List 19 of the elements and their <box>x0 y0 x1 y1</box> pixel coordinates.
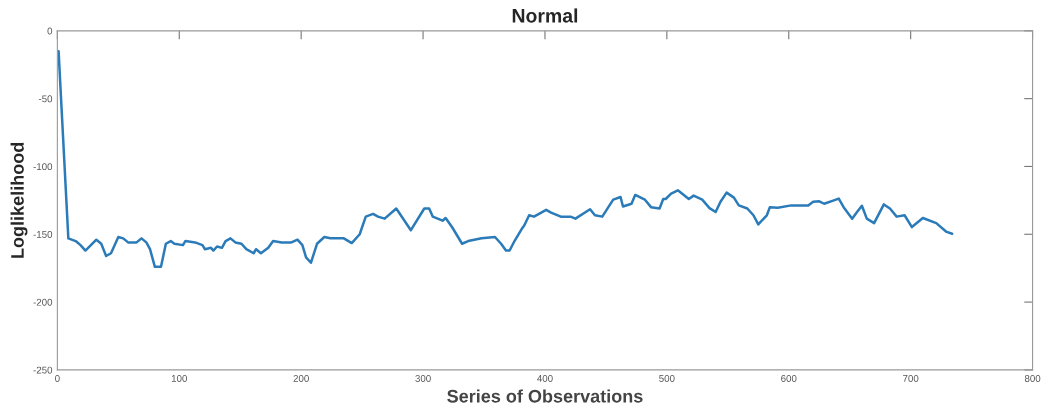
y-tick-label: -50 <box>38 95 53 103</box>
y-tick-label: -150 <box>33 231 53 238</box>
x-tick-label: 300 <box>415 375 431 382</box>
chart-title: Normal <box>512 8 578 23</box>
x-axis-title: Series of Observations <box>447 389 643 403</box>
y-tick-label: -250 <box>33 366 53 374</box>
x-tick-label: 500 <box>659 375 675 382</box>
x-tick-label: 800 <box>1024 375 1041 382</box>
x-tick-label: 600 <box>781 375 797 382</box>
y-tick-label: -200 <box>33 298 53 306</box>
x-tick-label: 0 <box>55 375 60 382</box>
x-tick-label: 400 <box>537 375 553 382</box>
line-series <box>57 49 954 269</box>
x-tick-label: 100 <box>171 375 187 382</box>
x-tick-label: 200 <box>293 375 309 382</box>
y-tick-label: 0 <box>47 27 53 35</box>
x-tick-label: 700 <box>903 375 919 382</box>
y-axis-title: Loglikelihood <box>10 142 28 258</box>
y-tick-label: -100 <box>33 163 53 171</box>
